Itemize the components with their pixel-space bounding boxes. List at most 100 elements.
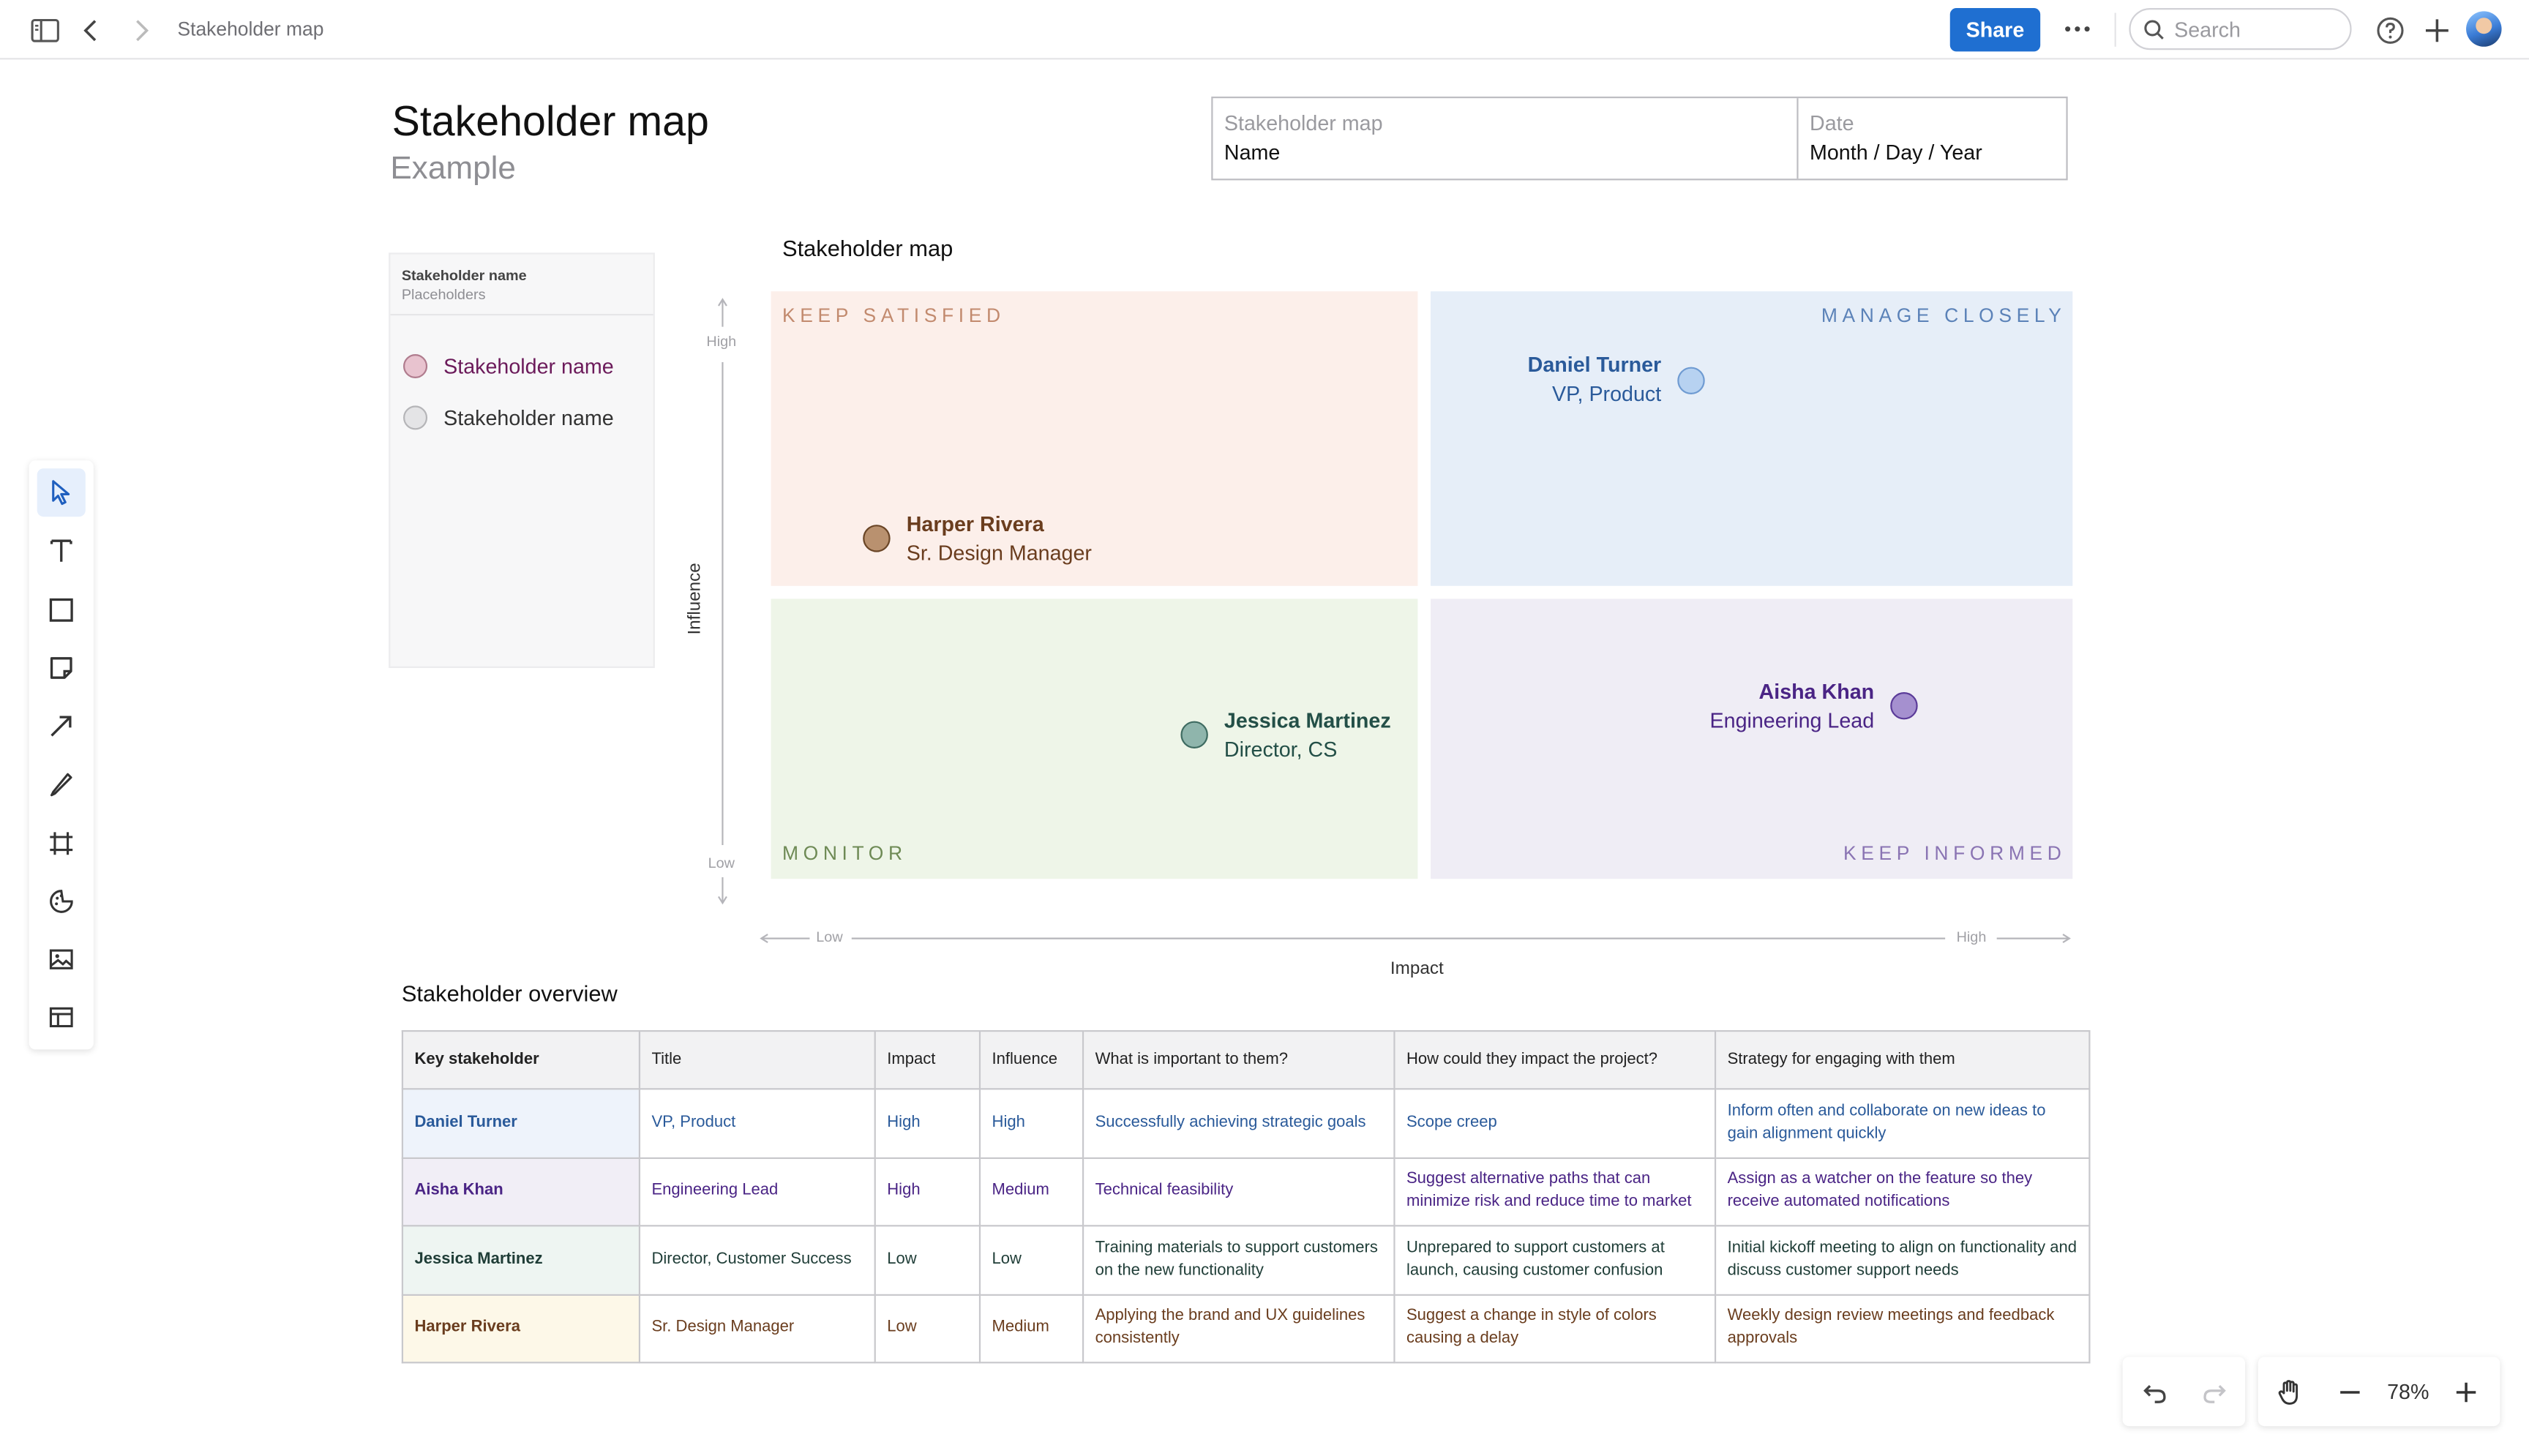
table-tool-icon[interactable] xyxy=(37,993,86,1041)
stakeholder-marker-jessica[interactable] xyxy=(1180,721,1208,748)
legend-item[interactable]: Stakeholder name xyxy=(403,354,614,378)
influence-cell[interactable]: Medium xyxy=(978,1293,1084,1364)
page-title[interactable]: Stakeholder map xyxy=(391,97,709,145)
quadrant-label: KEEP INFORMED xyxy=(1843,841,2067,865)
more-options-icon[interactable] xyxy=(2061,13,2094,45)
column-header[interactable]: What is important to them? xyxy=(1082,1029,1395,1090)
history-controls xyxy=(2122,1356,2246,1427)
stakeholder-name[interactable]: Aisha Khan xyxy=(1758,679,1875,704)
stakeholder-name[interactable]: Daniel Turner xyxy=(1527,352,1662,377)
zoom-in-icon[interactable] xyxy=(2449,1375,2484,1410)
stakeholder-marker-harper[interactable] xyxy=(863,525,891,552)
stakeholder-role[interactable]: VP, Product xyxy=(1551,381,1662,406)
column-header[interactable]: Strategy for engaging with them xyxy=(1714,1029,2091,1090)
rectangle-tool-icon[interactable] xyxy=(37,586,86,634)
select-tool-icon[interactable] xyxy=(37,468,86,517)
important-cell[interactable]: Applying the brand and UX guidelines con… xyxy=(1082,1293,1395,1364)
project-impact-cell[interactable]: Unprepared to support customers at launc… xyxy=(1393,1225,1717,1295)
column-header[interactable]: How could they impact the project? xyxy=(1393,1029,1717,1090)
impact-cell[interactable]: High xyxy=(874,1156,981,1227)
user-avatar[interactable] xyxy=(2466,11,2502,47)
stakeholder-marker-aisha[interactable] xyxy=(1890,692,1918,720)
y-axis-high-label: High xyxy=(706,333,737,350)
influence-cell[interactable]: Medium xyxy=(978,1156,1084,1227)
project-impact-cell[interactable]: Suggest alternative paths that can minim… xyxy=(1393,1156,1717,1227)
stakeholder-name-cell[interactable]: Aisha Khan xyxy=(401,1156,641,1227)
date-cell[interactable]: Date Month / Day / Year xyxy=(1799,98,1994,179)
share-button[interactable]: Share xyxy=(1949,8,2041,52)
x-axis-low-label: Low xyxy=(816,928,843,945)
zoom-level[interactable]: 78% xyxy=(2387,1379,2429,1404)
overview-title[interactable]: Stakeholder overview xyxy=(401,980,618,1006)
stakeholder-name[interactable]: Harper Rivera xyxy=(906,511,1044,536)
important-cell[interactable]: Technical feasibility xyxy=(1082,1156,1395,1227)
toolbar-divider xyxy=(2114,12,2116,47)
title-cell[interactable]: Sr. Design Manager xyxy=(638,1293,876,1364)
impact-cell[interactable]: Low xyxy=(874,1293,981,1364)
image-tool-icon[interactable] xyxy=(37,935,86,983)
forward-icon[interactable] xyxy=(124,15,157,47)
title-cell[interactable]: Engineering Lead xyxy=(638,1156,876,1227)
undo-icon[interactable] xyxy=(2137,1375,2172,1410)
column-header[interactable]: Influence xyxy=(978,1029,1084,1090)
name-cell[interactable]: Stakeholder map Name xyxy=(1213,98,1799,179)
important-cell[interactable]: Training materials to support customers … xyxy=(1082,1225,1395,1295)
stakeholder-marker-daniel[interactable] xyxy=(1677,367,1705,394)
stakeholder-name[interactable]: Jessica Martinez xyxy=(1224,708,1391,732)
help-icon[interactable] xyxy=(2374,15,2406,47)
sticky-note-tool-icon[interactable] xyxy=(37,644,86,692)
quadrant-label: KEEP SATISFIED xyxy=(782,304,1005,327)
quadrant-manage-closely[interactable]: MANAGE CLOSELY xyxy=(1431,291,2073,586)
strategy-cell[interactable]: Inform often and collaborate on new idea… xyxy=(1714,1088,2091,1158)
legend-header: Stakeholder name Placeholders xyxy=(390,255,653,316)
map-title[interactable]: Stakeholder map xyxy=(782,235,953,261)
impact-cell[interactable]: Low xyxy=(874,1225,981,1295)
back-icon[interactable] xyxy=(76,15,108,47)
title-cell[interactable]: VP, Product xyxy=(638,1088,876,1158)
impact-cell[interactable]: High xyxy=(874,1088,981,1158)
hand-pan-icon[interactable] xyxy=(2273,1375,2308,1410)
sidebar-toggle-icon[interactable] xyxy=(29,15,61,47)
title-cell[interactable]: Director, Customer Success xyxy=(638,1225,876,1295)
strategy-cell[interactable]: Weekly design review meetings and feedba… xyxy=(1714,1293,2091,1364)
table-header-row: Key stakeholder Title Impact Influence W… xyxy=(401,1029,2091,1090)
name-cell-label: Stakeholder map xyxy=(1224,110,1383,135)
redo-icon[interactable] xyxy=(2197,1375,2232,1410)
project-impact-cell[interactable]: Scope creep xyxy=(1393,1088,1717,1158)
search-box[interactable] xyxy=(2129,8,2352,50)
quadrant-keep-satisfied[interactable]: KEEP SATISFIED xyxy=(771,291,1418,586)
pen-tool-icon[interactable] xyxy=(37,759,86,808)
legend-item[interactable]: Stakeholder name xyxy=(403,405,614,430)
sticker-tool-icon[interactable] xyxy=(37,877,86,926)
add-icon[interactable] xyxy=(2421,15,2453,47)
stakeholder-name-cell[interactable]: Daniel Turner xyxy=(401,1088,641,1158)
table-row: Aisha Khan Engineering Lead High Medium … xyxy=(401,1156,2091,1227)
stakeholder-name-cell[interactable]: Jessica Martinez xyxy=(401,1225,641,1295)
page-subtitle[interactable]: Example xyxy=(390,151,516,187)
column-header[interactable]: Impact xyxy=(874,1029,981,1090)
stakeholder-role[interactable]: Engineering Lead xyxy=(1709,708,1875,732)
stakeholder-role[interactable]: Director, CS xyxy=(1224,737,1338,762)
influence-cell[interactable]: Low xyxy=(978,1225,1084,1295)
influence-cell[interactable]: High xyxy=(978,1088,1084,1158)
legend-panel[interactable]: Stakeholder name Placeholders Stakeholde… xyxy=(389,252,655,668)
impact-axis-line xyxy=(760,934,2071,944)
stakeholder-name-cell[interactable]: Harper Rivera xyxy=(401,1293,641,1364)
frame-tool-icon[interactable] xyxy=(37,819,86,868)
stakeholder-role[interactable]: Sr. Design Manager xyxy=(906,541,1092,566)
strategy-cell[interactable]: Initial kickoff meeting to align on func… xyxy=(1714,1225,2091,1295)
important-cell[interactable]: Successfully achieving strategic goals xyxy=(1082,1088,1395,1158)
text-tool-icon[interactable] xyxy=(37,526,86,574)
quadrant-monitor[interactable]: MONITOR xyxy=(771,598,1418,879)
zoom-out-icon[interactable] xyxy=(2332,1375,2367,1410)
quadrant-keep-informed[interactable]: KEEP INFORMED xyxy=(1431,598,2073,879)
strategy-cell[interactable]: Assign as a watcher on the feature so th… xyxy=(1714,1156,2091,1227)
search-input[interactable] xyxy=(2174,17,2336,42)
breadcrumb[interactable]: Stakeholder map xyxy=(177,18,324,40)
arrow-tool-icon[interactable] xyxy=(37,702,86,750)
column-header[interactable]: Title xyxy=(638,1029,876,1090)
name-cell-value[interactable]: Name xyxy=(1224,140,1281,165)
date-cell-value[interactable]: Month / Day / Year xyxy=(1810,140,1982,165)
project-impact-cell[interactable]: Suggest a change in style of colors caus… xyxy=(1393,1293,1717,1364)
column-header[interactable]: Key stakeholder xyxy=(401,1029,641,1090)
